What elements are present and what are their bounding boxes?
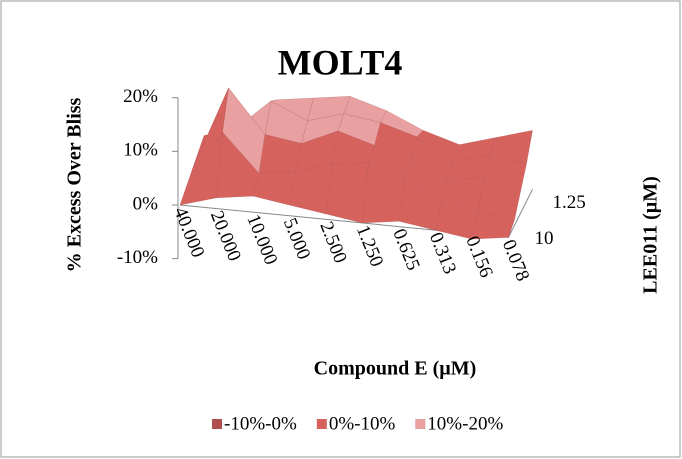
z-tick-label: 10% xyxy=(123,140,158,161)
depth-axis-title: LEE011 (µM) xyxy=(640,176,662,294)
z-tick-label: -10% xyxy=(117,247,158,268)
depth-tick-label: 10 xyxy=(535,228,554,249)
z-tick-label: 0% xyxy=(133,193,159,214)
legend-label: 0%-10% xyxy=(329,413,396,434)
chart-title: MOLT4 xyxy=(278,42,403,82)
surface-patch xyxy=(289,164,333,215)
legend-swatch xyxy=(415,419,426,429)
legend-swatch xyxy=(212,419,222,429)
surface-patch xyxy=(471,210,515,240)
z-tick-label: 20% xyxy=(123,86,158,107)
legend-label: -10%-0% xyxy=(224,413,297,434)
surface-patch xyxy=(325,162,369,224)
y-axis-title: % Excess Over Bliss xyxy=(64,97,86,272)
legend-label: 10%-20% xyxy=(427,413,503,434)
depth-tick-label: 1.25 xyxy=(553,192,586,213)
x-axis-title: Compound E (µM) xyxy=(314,358,477,380)
legend-swatch xyxy=(316,419,327,429)
